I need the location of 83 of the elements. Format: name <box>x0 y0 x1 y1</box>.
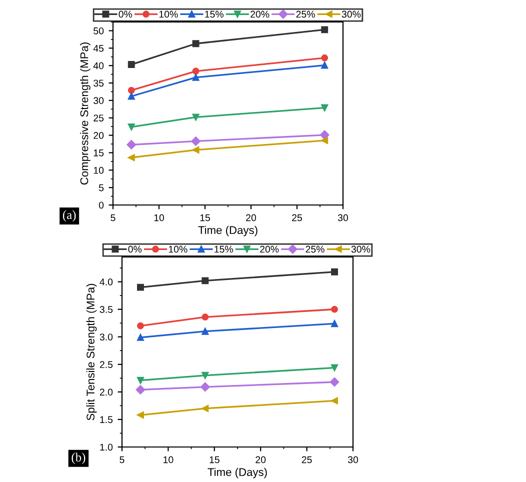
point <box>321 26 328 34</box>
x-tick-label: 15 <box>210 456 220 464</box>
legend-label: 30% <box>351 246 370 253</box>
legend-label: 25% <box>296 10 315 18</box>
point <box>202 372 209 379</box>
point <box>331 268 338 276</box>
point <box>321 104 328 112</box>
text: (a) <box>62 210 76 222</box>
x-tick-label: 20 <box>246 214 256 222</box>
y-tick-label: 1.5 <box>100 416 113 424</box>
point <box>137 376 144 384</box>
legend-label: 0% <box>118 10 132 18</box>
x-tick-label: 10 <box>164 456 174 464</box>
point <box>137 284 144 291</box>
y-tick-label: 1.0 <box>100 444 113 451</box>
point <box>137 412 144 419</box>
x-tick-label: 20 <box>256 456 266 464</box>
x-tick-label: 30 <box>348 456 358 464</box>
y-tick-label: 50 <box>94 27 104 34</box>
point <box>192 40 200 48</box>
point <box>321 54 328 62</box>
point <box>128 86 135 94</box>
x-axis-title: Time (Days) <box>198 226 258 236</box>
point <box>128 61 135 68</box>
x-tick-label: 25 <box>292 214 302 222</box>
y-tick-label: 40 <box>93 62 104 70</box>
point <box>192 114 200 121</box>
point <box>126 140 136 150</box>
point <box>128 92 135 100</box>
y-tick-label: 2.5 <box>100 361 113 368</box>
y-tick-label: 20 <box>94 132 104 139</box>
point <box>192 146 200 154</box>
point <box>192 74 200 81</box>
point <box>192 68 200 75</box>
y-tick-label: 5 <box>98 184 104 192</box>
point <box>202 277 209 284</box>
legend-label: 15% <box>214 246 233 253</box>
point <box>320 130 330 140</box>
y-tick-label: 35 <box>94 80 104 87</box>
point <box>331 306 338 313</box>
y-axis-title: Split Tensile Strength (MPa) <box>86 284 97 420</box>
legend-label: 20% <box>250 10 270 18</box>
y-tick-label: 3.5 <box>100 306 113 313</box>
y-tick-label: 45 <box>93 44 104 52</box>
point <box>200 382 210 392</box>
y-axis-title: Compressive Strength (MPa) <box>80 42 90 185</box>
y-tick-label: 30 <box>94 97 104 104</box>
point <box>321 137 328 144</box>
legend-label: 20% <box>260 246 279 253</box>
point <box>137 322 144 330</box>
point <box>137 334 144 341</box>
point <box>321 62 328 69</box>
legend-label: 10% <box>168 246 188 253</box>
y-tick-label: 25 <box>94 114 104 122</box>
y-tick-label: 10 <box>94 166 104 174</box>
point <box>331 397 338 404</box>
text: (b) <box>72 452 86 464</box>
legend-label: 0% <box>128 246 142 253</box>
legend-label: 30% <box>342 10 361 18</box>
legend-label: 15% <box>205 10 224 18</box>
point <box>202 404 209 412</box>
x-tick-label: 5 <box>120 456 124 464</box>
x-tick-label: 25 <box>302 456 312 464</box>
x-axis-title: Time (Days) <box>208 468 267 478</box>
y-tick-label: 3.0 <box>100 334 113 340</box>
y-tick-label: 4.0 <box>100 278 113 286</box>
y-tick-label: 15 <box>94 150 104 156</box>
x-tick-label: 10 <box>154 214 164 222</box>
legend-label: 10% <box>159 10 178 18</box>
point <box>331 364 338 372</box>
x-tick-label: 30 <box>338 214 348 222</box>
point <box>202 328 209 335</box>
point <box>128 154 135 162</box>
legend-label: 25% <box>306 246 324 253</box>
point <box>191 136 200 146</box>
point <box>128 123 135 130</box>
point <box>202 314 209 320</box>
y-tick-label: 0 <box>98 202 104 209</box>
x-tick-label: 15 <box>200 214 210 222</box>
y-tick-label: 2.0 <box>100 388 113 396</box>
point <box>136 385 146 394</box>
point <box>330 377 340 387</box>
point <box>331 320 338 328</box>
